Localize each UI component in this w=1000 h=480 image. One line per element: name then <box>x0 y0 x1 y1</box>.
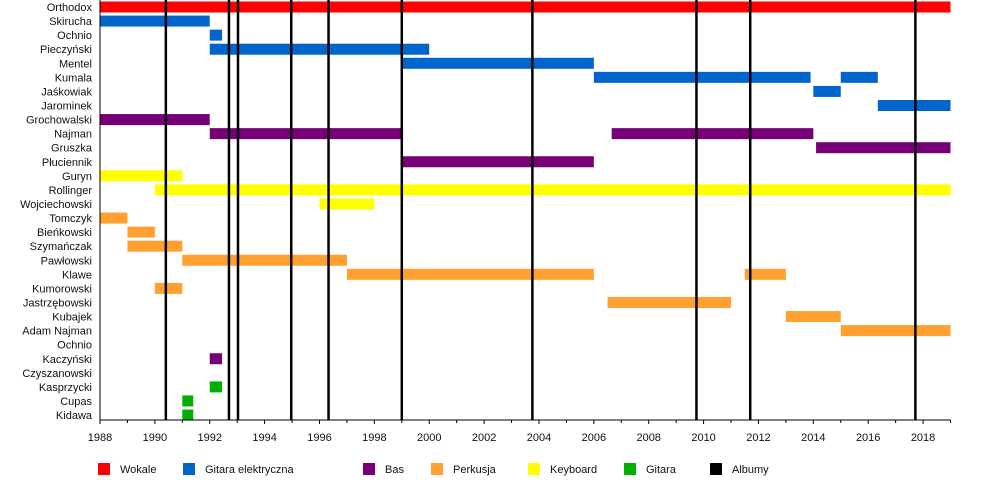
member-bar <box>401 57 594 69</box>
member-bar <box>611 128 814 140</box>
x-tick-label: 2006 <box>582 432 606 444</box>
member-labels: Orthodox Skirucha Ochnio Pieczyński Mentel Ku… <box>20 2 93 422</box>
member-bar <box>607 296 732 308</box>
member-label: Pieczyński <box>40 44 92 56</box>
member-label: Grochowalski <box>26 115 92 127</box>
member-bar <box>785 311 841 323</box>
legend-label: Albumy <box>732 464 769 476</box>
member-label: Pawłowski <box>41 255 92 267</box>
member-bar <box>209 381 223 393</box>
member-label: Cupas <box>60 396 92 408</box>
legend-label: Keyboard <box>550 464 597 476</box>
legend-swatch <box>98 463 110 475</box>
member-bar <box>154 282 183 294</box>
member-bar <box>209 128 402 140</box>
member-label: Szymańczak <box>30 241 93 253</box>
member-label: Wojciechowski <box>20 199 92 211</box>
member-label: Kumala <box>55 72 93 84</box>
member-bar <box>182 409 194 421</box>
member-bars <box>100 1 951 421</box>
x-tick-label: 1988 <box>88 432 112 444</box>
member-bar <box>127 240 183 252</box>
legend-label: Gitara <box>646 464 677 476</box>
x-tick-label: 2000 <box>417 432 441 444</box>
member-label: Jastrzębowski <box>23 297 92 309</box>
member-label: Tomczyk <box>49 213 92 225</box>
member-bar <box>100 1 951 13</box>
legend: Wokale Gitara elektryczna Bas Perkusja Keybo… <box>98 463 769 476</box>
member-bar <box>209 43 430 55</box>
member-bar <box>744 268 786 280</box>
legend-label: Bas <box>385 464 404 476</box>
x-tick-label: 2004 <box>527 432 551 444</box>
member-bar <box>593 71 811 83</box>
member-label: Kasprzycki <box>39 382 92 394</box>
member-label: Najman <box>54 129 92 141</box>
member-label: Kidawa <box>56 410 93 422</box>
member-bar <box>209 353 223 365</box>
x-tick-label: 1994 <box>252 432 276 444</box>
member-label: Guryn <box>62 171 92 183</box>
member-label: Ochnio <box>57 30 92 42</box>
member-label: Czyszanowski <box>22 368 92 380</box>
x-tick-label: 2008 <box>636 432 660 444</box>
member-bar <box>401 156 594 168</box>
member-bar <box>127 226 155 238</box>
legend-swatch <box>528 463 540 475</box>
member-bar <box>182 395 194 407</box>
x-tick-label: 2012 <box>746 432 770 444</box>
legend-swatch <box>363 463 375 475</box>
legend-swatch <box>624 463 636 475</box>
member-label: Ochnio <box>57 340 92 352</box>
member-label: Orthodox <box>47 2 93 14</box>
member-bar <box>100 114 210 126</box>
x-tick-label: 1990 <box>143 432 167 444</box>
member-label: Gruszka <box>51 143 93 155</box>
member-bar <box>840 325 951 337</box>
member-label: Mentel <box>59 58 92 70</box>
member-label: Adam Najman <box>22 326 92 338</box>
member-label: Bieńkowski <box>37 227 92 239</box>
member-bar <box>182 254 347 266</box>
member-bar <box>319 198 375 210</box>
x-tick-label: 1996 <box>307 432 331 444</box>
member-bar <box>100 170 183 182</box>
x-tick-label: 2018 <box>911 432 935 444</box>
album-lines <box>164 0 917 420</box>
x-tick-label: 2002 <box>472 432 496 444</box>
member-bar <box>209 29 223 41</box>
member-label: Rollinger <box>49 185 93 197</box>
legend-swatch <box>183 463 195 475</box>
member-bar <box>100 15 210 27</box>
member-label: Płuciennik <box>42 157 93 169</box>
x-tick-label: 2010 <box>691 432 715 444</box>
member-label: Kubajek <box>52 312 92 324</box>
x-tick-label: 1992 <box>197 432 221 444</box>
x-tick-label: 2014 <box>801 432 825 444</box>
legend-label: Wokale <box>120 464 156 476</box>
x-tick-label: 2016 <box>856 432 880 444</box>
member-label: Klawe <box>62 269 92 281</box>
member-label: Kumorowski <box>32 283 92 295</box>
legend-label: Gitara elektryczna <box>205 464 295 476</box>
member-label: Jarominek <box>41 100 92 112</box>
member-bar <box>816 142 951 154</box>
x-tick-label: 1998 <box>362 432 386 444</box>
member-bar <box>813 85 841 97</box>
member-bar <box>346 268 594 280</box>
member-label: Jaśkowiak <box>41 86 92 98</box>
member-bar <box>100 212 128 224</box>
member-bar <box>154 184 951 196</box>
legend-swatch <box>431 463 443 475</box>
member-label: Skirucha <box>49 16 93 28</box>
member-label: Kaczyński <box>42 354 92 366</box>
x-axis: 1988 1990 1992 1994 1996 1998 2000 2002 2004 2006… <box>88 0 951 444</box>
legend-label: Perkusja <box>453 464 497 476</box>
member-bar <box>840 71 878 83</box>
legend-swatch <box>710 463 722 475</box>
